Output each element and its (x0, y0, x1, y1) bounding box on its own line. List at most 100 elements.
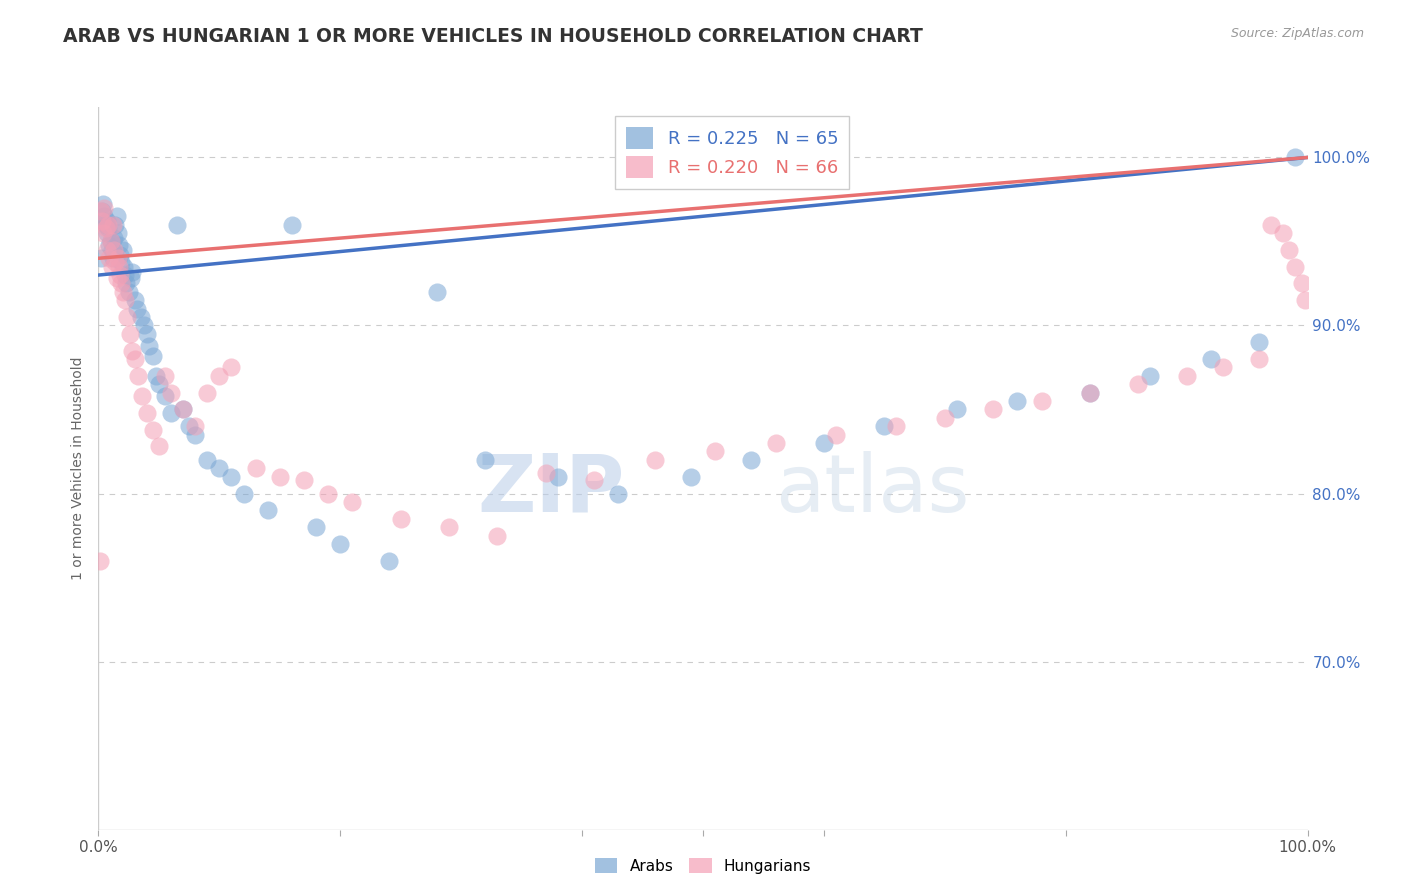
Point (90, 204, 112, 219)
Point (120, 271, 142, 285)
Y-axis label: 1 or more Vehicles in Household: 1 or more Vehicles in Household (72, 357, 86, 580)
Point (679, 469, 702, 483)
Point (117, 310, 139, 324)
Point (101, 252, 124, 266)
Point (342, 495, 364, 509)
Point (1284, 260, 1306, 274)
Point (1272, 226, 1295, 240)
Point (474, 453, 496, 467)
Point (153, 368, 176, 383)
Point (172, 402, 194, 417)
Point (129, 310, 152, 324)
Point (115, 277, 138, 291)
Point (1291, 277, 1313, 291)
Point (135, 406, 157, 420)
Point (94, 218, 117, 232)
Point (105, 271, 128, 285)
Point (90, 252, 112, 266)
Point (547, 469, 569, 483)
Point (389, 512, 412, 526)
Point (644, 453, 666, 467)
Point (316, 486, 339, 500)
Point (184, 427, 207, 442)
Point (813, 436, 835, 450)
Point (111, 243, 134, 257)
Point (114, 293, 136, 308)
Point (1128, 377, 1150, 392)
Point (245, 461, 267, 475)
Point (145, 368, 167, 383)
Point (208, 368, 231, 383)
Point (100, 243, 122, 257)
Point (765, 436, 787, 450)
Point (1175, 368, 1198, 383)
Legend: Arabs, Hungarians: Arabs, Hungarians (589, 852, 817, 880)
Point (134, 318, 156, 333)
Point (172, 402, 194, 417)
Point (142, 423, 165, 437)
Point (934, 410, 956, 425)
Point (184, 419, 207, 434)
Point (100, 235, 122, 249)
Point (1260, 218, 1282, 232)
Point (131, 389, 153, 403)
Point (305, 520, 328, 534)
Point (437, 520, 460, 534)
Point (91, 214, 114, 228)
Text: atlas: atlas (776, 451, 970, 529)
Point (1031, 394, 1053, 409)
Point (91, 226, 114, 240)
Point (121, 265, 143, 279)
Point (135, 326, 157, 341)
Point (195, 453, 218, 467)
Point (1249, 352, 1271, 367)
Point (96, 226, 118, 240)
Point (96, 243, 118, 257)
Point (1199, 352, 1222, 367)
Point (124, 352, 146, 367)
Point (127, 301, 149, 316)
Point (534, 467, 557, 481)
Point (1249, 335, 1271, 350)
Point (179, 419, 201, 434)
Point (111, 285, 134, 299)
Point (269, 469, 291, 483)
Point (1078, 385, 1101, 400)
Point (103, 243, 125, 257)
Point (105, 209, 128, 223)
Point (108, 260, 131, 274)
Point (118, 285, 141, 299)
Point (1007, 394, 1029, 409)
Point (740, 453, 762, 467)
Point (100, 260, 122, 274)
Point (1284, 151, 1306, 165)
Point (108, 268, 131, 282)
Point (93, 209, 115, 223)
Point (97, 221, 120, 235)
Point (93, 201, 115, 215)
Point (138, 338, 160, 352)
Point (108, 248, 131, 262)
Point (256, 503, 278, 517)
Point (142, 349, 165, 363)
Point (1212, 360, 1234, 375)
Point (100, 235, 122, 249)
Point (583, 473, 606, 487)
Text: ZIP: ZIP (477, 451, 624, 529)
Point (96, 214, 118, 228)
Point (825, 427, 848, 442)
Point (110, 254, 132, 268)
Point (94, 221, 117, 235)
Point (107, 226, 129, 240)
Point (98, 237, 121, 252)
Legend: R = 0.225   N = 65, R = 0.220   N = 66: R = 0.225 N = 65, R = 0.220 N = 66 (616, 116, 849, 189)
Point (91, 204, 114, 219)
Point (208, 461, 231, 475)
Point (873, 419, 896, 434)
Point (104, 218, 127, 232)
Point (886, 419, 908, 434)
Point (1278, 243, 1301, 257)
Point (486, 528, 509, 542)
Point (107, 252, 129, 266)
Point (426, 285, 449, 299)
